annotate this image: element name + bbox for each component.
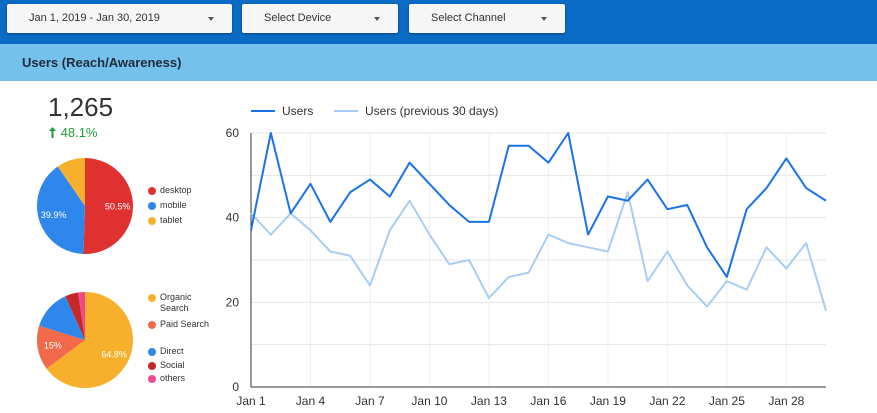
users-series-line[interactable] (250, 132, 827, 278)
device-legend-dot (148, 187, 156, 195)
x-tick-label: Jan 4 (296, 394, 326, 408)
previous-period-series-line[interactable] (250, 191, 827, 312)
users-total: 1,265 (48, 92, 114, 122)
channel-pie-slice[interactable] (46, 292, 134, 388)
device-pie-slice-label: 39.9% (41, 210, 67, 220)
channel-legend-dot (148, 375, 156, 383)
channel-legend-label[interactable]: Direct (160, 346, 184, 356)
channel-legend-dot (148, 361, 156, 370)
channel-pie-slice[interactable] (78, 292, 85, 340)
x-tick-label: Jan 7 (355, 394, 385, 408)
date-range-value: Jan 1, 2019 - Jan 30, 2019 (29, 12, 160, 24)
x-tick-label: Jan 13 (471, 394, 507, 408)
x-tick-label: Jan 16 (530, 394, 566, 408)
channel-pie-slice-label: 64.8% (101, 350, 127, 360)
channel-legend-label[interactable]: Organic Search (160, 292, 192, 313)
device-pie-chart: 50.5% 39.9% (36, 158, 133, 254)
section-title: Users (Reach/Awareness) (22, 55, 182, 70)
section-header: Users (Reach/Awareness) (0, 44, 877, 81)
device-legend-label[interactable]: mobile (160, 200, 187, 210)
x-tick-label: Jan 10 (411, 394, 447, 408)
channel-pie-slice-label: 15% (44, 341, 62, 351)
arrow-up-icon (49, 127, 56, 138)
channel-legend-dot (148, 348, 156, 356)
device-value: Select Device (264, 12, 332, 24)
device-pie-slice[interactable] (36, 166, 85, 254)
x-tick-label: Jan 28 (768, 394, 804, 408)
channel-pie-chart: 64.8% 15% (37, 292, 134, 388)
channel-legend-dot (148, 321, 156, 329)
x-tick-label: Jan 1 (236, 394, 266, 408)
y-tick-label: 60 (226, 126, 240, 140)
channel-legend-dot (148, 294, 156, 302)
users-delta: 48.1% (48, 125, 98, 140)
date-range-dropdown[interactable]: Jan 1, 2019 - Jan 30, 2019 (7, 4, 232, 33)
device-pie-slice-label: 50.5% (105, 202, 131, 212)
filter-bar: Jan 1, 2019 - Jan 30, 2019 Select Device… (0, 0, 877, 44)
channel-legend-label[interactable]: Paid Search (160, 319, 210, 329)
chevron-down-icon (541, 17, 547, 21)
legend-label[interactable]: Users (previous 30 days) (365, 104, 498, 118)
chevron-down-icon (208, 17, 214, 21)
channel-legend-label[interactable]: Social (160, 359, 185, 370)
device-legend-label[interactable]: tablet (160, 215, 183, 225)
users-delta-value: 48.1% (60, 125, 98, 140)
device-legend-dot (148, 202, 156, 210)
y-tick-label: 0 (232, 380, 239, 394)
device-legend-dot (148, 217, 156, 225)
device-pie-slice[interactable] (83, 158, 133, 254)
users-line-chart: 0 20 40 60 Jan 1 Jan 4 Jan 7 Jan 10 Jan 13 Jan 16… (226, 104, 827, 408)
channel-pie-slice[interactable] (39, 296, 85, 340)
channel-dropdown[interactable]: Select Channel (409, 4, 565, 33)
device-dropdown[interactable]: Select Device (242, 4, 398, 33)
channel-legend-label[interactable]: others (160, 373, 186, 383)
chevron-down-icon (374, 17, 380, 21)
x-tick-label: Jan 25 (709, 394, 745, 408)
legend-label[interactable]: Users (282, 104, 313, 118)
device-legend-label[interactable]: desktop (160, 185, 192, 195)
channel-pie-slice[interactable] (37, 325, 85, 369)
y-tick-label: 20 (226, 295, 240, 309)
channel-pie-slice[interactable] (65, 292, 85, 340)
x-tick-label: Jan 19 (590, 394, 626, 408)
device-pie-slice[interactable] (57, 158, 85, 206)
x-tick-label: Jan 22 (649, 394, 685, 408)
y-tick-label: 40 (226, 211, 240, 225)
channel-value: Select Channel (431, 12, 506, 24)
